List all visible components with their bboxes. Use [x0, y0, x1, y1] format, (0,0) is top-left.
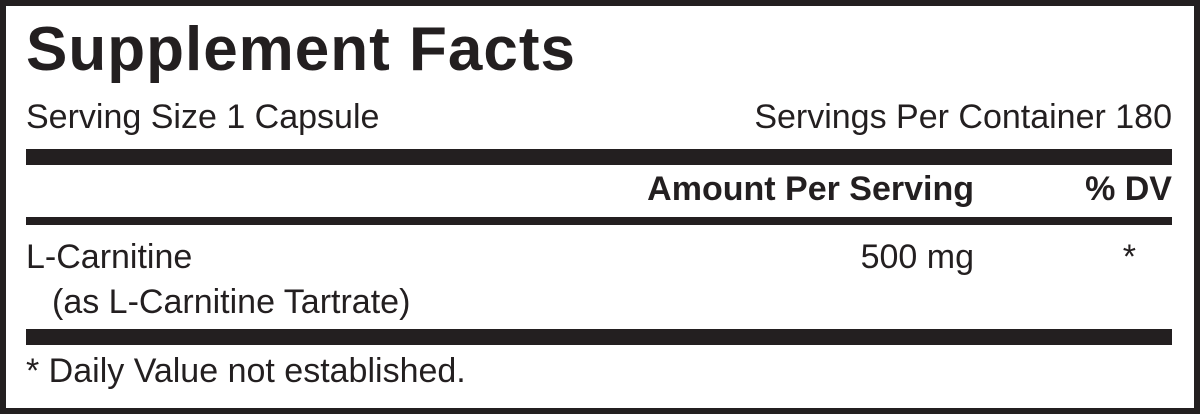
servings-per-container: Servings Per Container 180: [754, 98, 1172, 136]
thick-divider: [26, 149, 1172, 165]
label-title: Supplement Facts: [26, 15, 576, 84]
ingredient-dv: *: [1122, 238, 1136, 276]
thick-divider-bottom: [26, 329, 1172, 345]
serving-size: Serving Size 1 Capsule: [26, 98, 380, 136]
ingredient-amount: 500 mg: [860, 238, 974, 276]
ingredient-name: L-Carnitine: [26, 238, 193, 276]
ingredient-source: (as L-Carnitine Tartrate): [52, 283, 411, 321]
thin-divider: [26, 217, 1172, 225]
amount-header: Amount Per Serving: [647, 170, 974, 208]
footnote: * Daily Value not established.: [26, 352, 466, 390]
dv-header: % DV: [1085, 170, 1172, 208]
